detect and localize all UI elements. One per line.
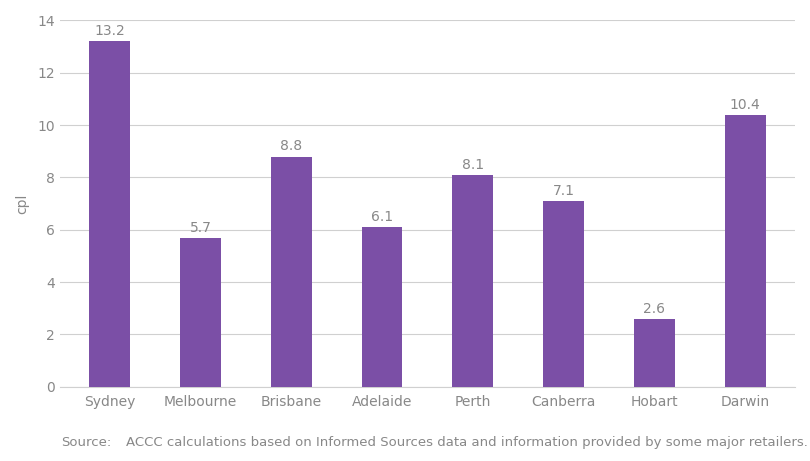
Text: 7.1: 7.1 bbox=[552, 184, 574, 198]
Bar bbox=[361, 227, 403, 387]
Bar bbox=[89, 41, 130, 387]
Text: 5.7: 5.7 bbox=[190, 220, 211, 235]
Bar bbox=[544, 201, 584, 387]
Bar bbox=[180, 238, 221, 387]
Text: 8.1: 8.1 bbox=[462, 158, 484, 172]
Text: 8.8: 8.8 bbox=[280, 139, 302, 154]
Bar bbox=[452, 175, 493, 387]
Text: 6.1: 6.1 bbox=[371, 210, 393, 224]
Bar bbox=[725, 115, 765, 387]
Text: ACCC calculations based on Informed Sources data and information provided by som: ACCC calculations based on Informed Sour… bbox=[126, 437, 808, 449]
Text: Source:: Source: bbox=[61, 437, 111, 449]
Bar bbox=[634, 319, 675, 387]
Text: 10.4: 10.4 bbox=[730, 98, 761, 112]
Text: 13.2: 13.2 bbox=[94, 24, 125, 38]
Bar bbox=[271, 157, 312, 387]
Text: 2.6: 2.6 bbox=[643, 301, 665, 316]
Y-axis label: cpl: cpl bbox=[15, 194, 29, 214]
